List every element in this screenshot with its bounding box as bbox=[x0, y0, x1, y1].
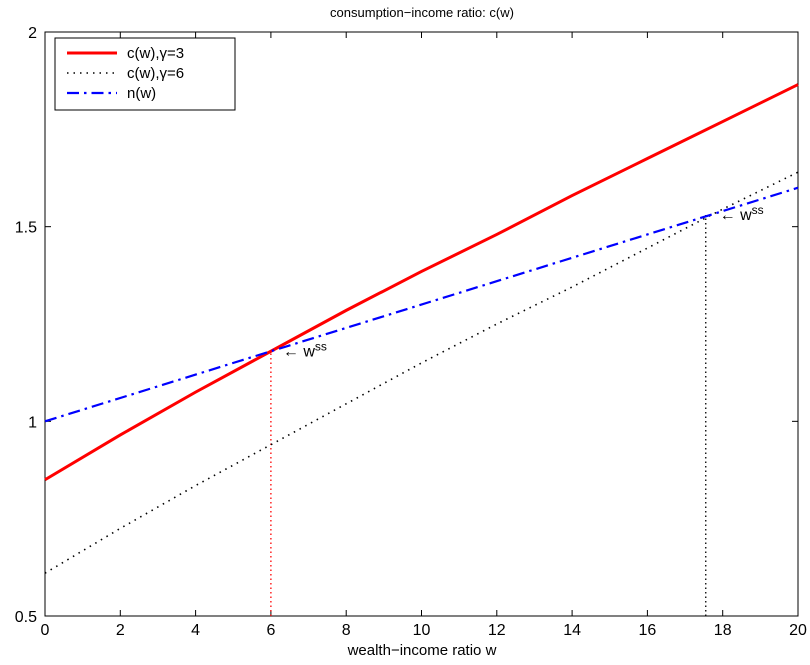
series-line-1 bbox=[44, 83, 799, 482]
y-tick-label: 0.5 bbox=[15, 609, 37, 626]
y-tick-label: 1.5 bbox=[15, 220, 37, 237]
x-tick-label: 10 bbox=[413, 622, 431, 639]
chart-title: consumption−income ratio: c(w) bbox=[330, 5, 514, 20]
annotation-superscript: ss bbox=[315, 339, 327, 353]
y-tick-label: 2 bbox=[28, 25, 37, 42]
x-tick-label: 2 bbox=[116, 622, 125, 639]
legend-label-2: c(w),γ=6 bbox=[127, 65, 184, 82]
annotation-superscript: ss bbox=[752, 203, 764, 217]
legend-label-3: n(w) bbox=[127, 85, 156, 102]
x-axis-label: wealth−income ratio w bbox=[347, 642, 497, 659]
x-tick-label: 6 bbox=[266, 622, 275, 639]
x-tick-label: 16 bbox=[639, 622, 657, 639]
plot-area: 0 2 4 6 8 10 12 14 16 18 200.511.52← wss← wss bbox=[15, 25, 807, 639]
legend-label-1: c(w),γ=3 bbox=[127, 45, 184, 62]
annotation-text: w bbox=[739, 207, 752, 224]
legend-box bbox=[54, 37, 236, 111]
axes-box bbox=[44, 31, 799, 617]
x-tick-label: 0 bbox=[41, 622, 50, 639]
x-tick-label: 20 bbox=[789, 622, 807, 639]
annotation-arrow: ← bbox=[720, 207, 740, 224]
x-tick-label: 12 bbox=[488, 622, 506, 639]
annotation-wss2: ← wss bbox=[720, 203, 764, 224]
y-tick-label: 1 bbox=[28, 414, 37, 431]
x-tick-label: 18 bbox=[714, 622, 732, 639]
x-tick-label: 14 bbox=[563, 622, 581, 639]
series-line-3 bbox=[44, 186, 799, 423]
series-line-2 bbox=[44, 171, 799, 574]
annotation-arrow: ← bbox=[283, 343, 303, 360]
annotation-text: w bbox=[302, 343, 315, 360]
annotation-wss1: ← wss bbox=[283, 339, 327, 360]
x-tick-label: 8 bbox=[342, 622, 351, 639]
legend: c(w),γ=3 c(w),γ=6 n(w) bbox=[54, 37, 236, 111]
x-tick-label: 4 bbox=[191, 622, 200, 639]
